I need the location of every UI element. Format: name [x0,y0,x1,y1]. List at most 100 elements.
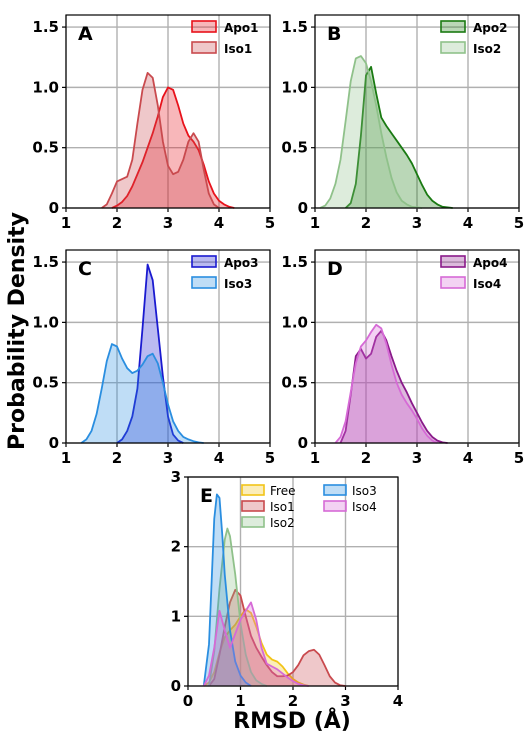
x-tick-label: 5 [265,449,275,467]
legend-label-free: Free [270,484,295,498]
x-tick-label: 0 [183,692,193,710]
y-tick-label: 1.0 [281,78,308,96]
y-tick-label: 1.5 [281,253,308,271]
series-line-iso3 [80,343,204,444]
x-tick-label: 3 [340,692,350,710]
y-tick-label: 2 [171,538,181,556]
series-line-iso1 [101,72,220,209]
panel-label: D [327,258,343,280]
plot-frame [65,14,271,209]
plot-frame [314,14,520,209]
legend-label-apo4: Apo4 [473,256,507,270]
legend-swatch-apo2 [440,20,466,33]
legend-label-iso4: Iso4 [352,500,377,514]
x-tick-label: 1 [235,692,245,710]
panel-e: 0 1 2 3 4 0 1 2 3 E Free Iso1 Iso2 Iso3 Iso4 [171,468,404,710]
legend-label-apo2: Apo2 [473,21,507,35]
legend-label-apo1: Apo1 [224,21,258,35]
plot-frame [187,476,399,687]
x-tick-label: 5 [514,449,524,467]
legend-swatch-iso2 [440,41,466,54]
y-tick-label: 1 [171,607,181,625]
x-tick-label: 1 [310,214,320,232]
y-tick-label: 3 [171,468,181,486]
x-tick-label: 2 [112,449,122,467]
series-area-iso2 [320,56,423,209]
x-tick-label: 5 [265,214,275,232]
legend-swatch-iso1 [191,41,217,54]
x-tick-label: 4 [463,449,473,467]
y-tick-label: 0 [49,434,59,452]
series-area-apo1 [111,87,235,208]
legend-label-iso3: Iso3 [224,277,252,291]
y-tick-label: 0.5 [32,139,59,157]
legend-swatch-apo4 [440,255,466,268]
x-tick-label: 3 [412,449,422,467]
panel-label: C [78,258,92,280]
y-tick-label: 0.5 [281,374,308,392]
y-tick-label: 1.0 [281,313,308,331]
legend-swatch-iso3 [323,484,347,496]
panel-c: 1 2 3 4 5 0 0.5 1.0 1.5 C Apo3 Iso3 [32,249,275,467]
y-tick-label: 1.0 [32,313,59,331]
legend-swatch-apo1 [191,20,217,33]
legend-swatch-iso2 [241,516,265,528]
panel-d: 1 2 3 4 5 0 0.5 1.0 1.5 D Apo4 Iso4 [281,249,524,467]
legend-swatch-iso4 [323,500,347,512]
panel-label: B [327,23,341,45]
series-line-iso4 [202,601,309,687]
panel-label: E [200,485,213,507]
x-tick-label: 2 [288,692,298,710]
x-tick-label: 3 [163,214,173,232]
y-tick-label: 0 [298,199,308,217]
plot-frame [314,249,520,444]
legend-swatch-apo3 [191,255,217,268]
legend-label-iso2: Iso2 [473,42,501,56]
series-line-iso4 [334,323,438,444]
x-tick-label: 5 [514,214,524,232]
x-tick-label: 4 [214,214,224,232]
panel-label: A [78,23,93,45]
y-axis-label: Probability Density [5,212,30,450]
x-axis-label: RMSD (Å) [233,708,351,734]
y-tick-label: 0 [298,434,308,452]
legend-label-iso2: Iso2 [270,516,295,530]
y-tick-label: 1.5 [32,253,59,271]
y-tick-label: 1.5 [281,18,308,36]
series-area-iso3 [81,344,204,443]
series-area-iso1 [101,72,219,209]
series-area-apo3 [117,264,184,443]
series-area-iso4 [335,324,438,443]
series-line-apo1 [111,86,235,209]
y-tick-label: 0.5 [281,139,308,157]
y-tick-label: 1.5 [32,18,59,36]
legend-swatch-free [241,484,265,496]
series-line-apo3 [116,263,184,444]
series-line-iso3 [202,493,252,687]
plot-frame [65,249,271,444]
x-tick-label: 4 [463,214,473,232]
x-tick-label: 2 [361,214,371,232]
series-area-iso4 [203,602,309,686]
series-line-iso2 [319,55,423,209]
panel-b: 1 2 3 4 5 0 0.5 1.0 1.5 B Apo2 Iso2 [281,14,524,232]
y-tick-label: 0.5 [32,374,59,392]
y-tick-label: 0 [171,677,181,695]
x-tick-label: 2 [112,214,122,232]
legend-swatch-iso1 [241,500,265,512]
legend-swatch-iso4 [440,276,466,289]
x-tick-label: 1 [61,449,71,467]
x-tick-label: 4 [214,449,224,467]
legend-swatch-iso3 [191,276,217,289]
series-line-iso1 [208,588,346,687]
legend-label-iso1: Iso1 [270,500,295,514]
legend-label-iso1: Iso1 [224,42,252,56]
legend-label-apo3: Apo3 [224,256,258,270]
series-area-apo4 [340,330,448,443]
x-tick-label: 1 [61,214,71,232]
panel-a: 1 2 3 4 5 0 0.5 1.0 1.5 A Apo1 Iso1 [32,14,275,232]
x-tick-label: 1 [310,449,320,467]
x-tick-label: 2 [361,449,371,467]
legend-label-iso3: Iso3 [352,484,377,498]
